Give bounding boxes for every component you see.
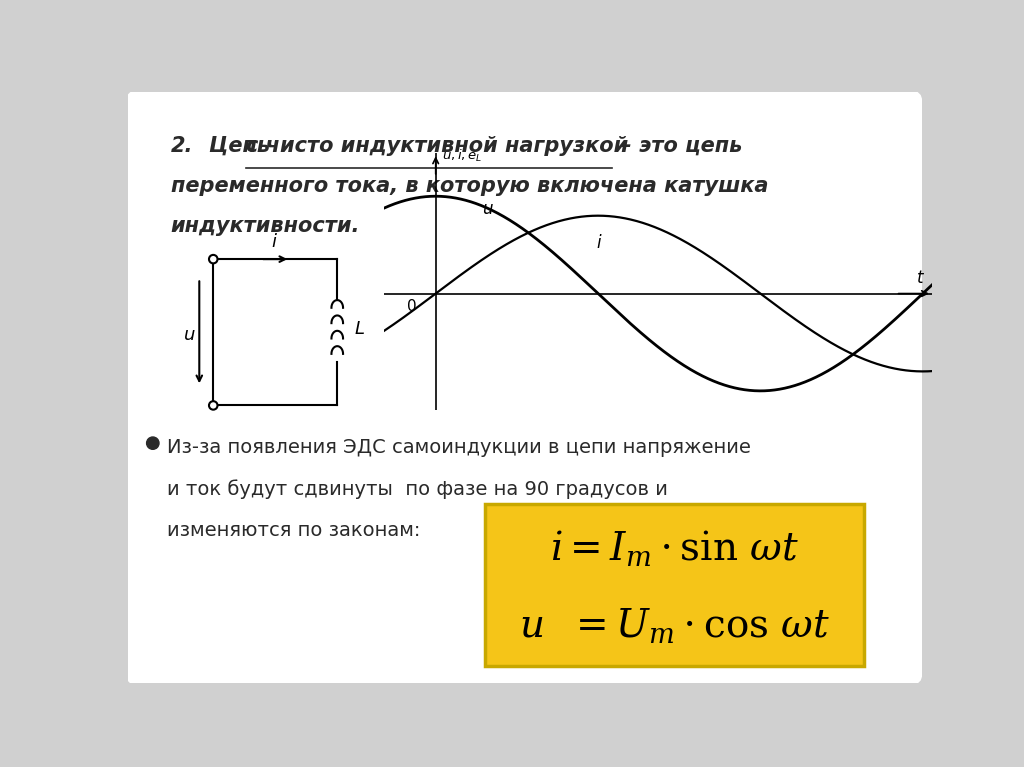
Text: Цепь: Цепь xyxy=(209,136,278,156)
FancyBboxPatch shape xyxy=(126,91,923,685)
Text: – это цепь: – это цепь xyxy=(614,136,742,156)
Text: индуктивности.: индуктивности. xyxy=(171,216,360,236)
Text: $u$: $u$ xyxy=(482,200,494,218)
Text: и ток будут сдвинуты  по фазе на 90 градусов и: и ток будут сдвинуты по фазе на 90 граду… xyxy=(167,479,668,499)
Text: $t$: $t$ xyxy=(916,269,926,288)
Text: u: u xyxy=(183,326,196,344)
Circle shape xyxy=(209,401,217,410)
Circle shape xyxy=(209,255,217,263)
Circle shape xyxy=(146,437,159,449)
Text: изменяются по законам:: изменяются по законам: xyxy=(167,521,420,540)
Text: i: i xyxy=(271,233,276,252)
Text: с чисто индуктивной нагрузкой: с чисто индуктивной нагрузкой xyxy=(246,136,628,156)
Text: Из-за появления ЭДС самоиндукции в цепи напряжение: Из-за появления ЭДС самоиндукции в цепи … xyxy=(167,438,751,457)
Text: $i = I_m \cdot \sin\,\omega t$: $i = I_m \cdot \sin\,\omega t$ xyxy=(550,528,799,568)
Text: 2.: 2. xyxy=(171,136,193,156)
Text: переменного тока, в которую включена катушка: переменного тока, в которую включена кат… xyxy=(171,176,768,196)
FancyBboxPatch shape xyxy=(484,504,864,666)
Text: $i$: $i$ xyxy=(596,235,602,252)
Text: 0: 0 xyxy=(407,298,417,314)
Text: $u,i,e_L$: $u,i,e_L$ xyxy=(442,147,482,163)
Text: L: L xyxy=(354,321,365,338)
Text: $u\ \ = U_m \cdot \cos\,\omega t$: $u\ \ = U_m \cdot \cos\,\omega t$ xyxy=(519,606,830,645)
